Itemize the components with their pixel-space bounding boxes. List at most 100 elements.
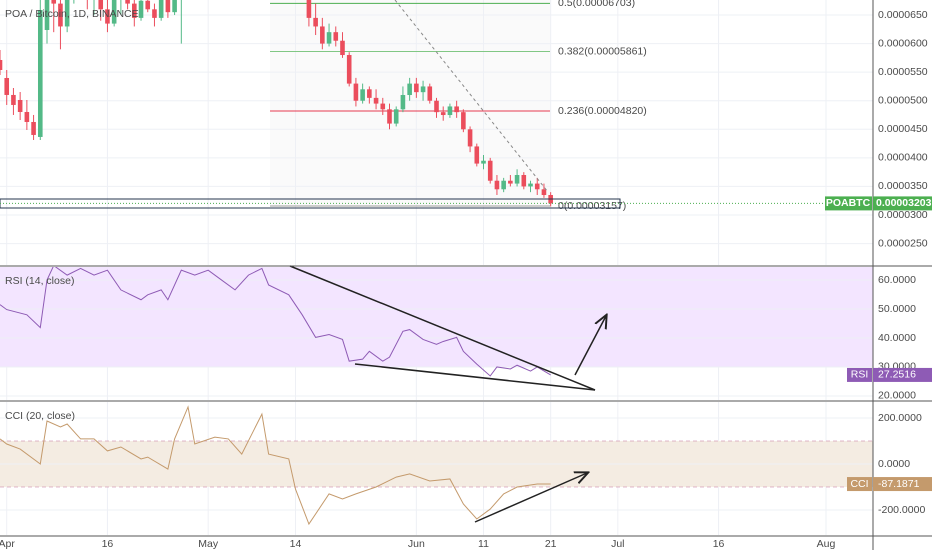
candle-body xyxy=(31,121,36,135)
candle-body xyxy=(373,97,379,104)
rsi-trend-line xyxy=(289,265,596,391)
candle-body xyxy=(494,180,500,190)
candle-body xyxy=(434,100,439,113)
symbol-label: POABTC xyxy=(826,197,871,209)
pane xyxy=(0,405,873,526)
candle-body xyxy=(158,0,164,18)
band xyxy=(0,267,873,367)
candle-body xyxy=(313,17,318,27)
indicator-name-box xyxy=(847,477,872,492)
candle-body xyxy=(514,175,520,184)
indicator-line xyxy=(0,267,551,377)
pane-title: POA / Bitcoin, 1D, BINANCE xyxy=(5,8,139,20)
candle-body xyxy=(407,83,412,96)
candle-body xyxy=(521,175,527,187)
x-tick-label: Jul xyxy=(611,538,624,550)
candle-body xyxy=(320,26,325,44)
x-tick-label: Aug xyxy=(817,538,836,550)
y-tick-label: 0.0000350 xyxy=(878,180,928,192)
candle-body xyxy=(380,103,386,110)
x-tick-label: Apr xyxy=(0,538,15,550)
indicator-name: RSI xyxy=(851,369,869,381)
candle-body xyxy=(387,109,392,124)
rsi-trend-line xyxy=(354,363,596,391)
y-tick-label: 0.0000500 xyxy=(878,95,928,107)
candle-body xyxy=(105,9,110,24)
y-tick-label: 0.0000250 xyxy=(878,237,928,249)
x-tick-label: 16 xyxy=(713,538,725,550)
x-tick-label: 11 xyxy=(478,538,489,550)
pane xyxy=(0,267,873,397)
candle-body xyxy=(461,112,466,130)
candle-body xyxy=(64,0,70,27)
candle-body xyxy=(125,0,130,4)
candle-body xyxy=(145,0,151,10)
candle-body xyxy=(11,94,16,105)
drawings xyxy=(0,0,621,523)
y-tick-label: 0.0000300 xyxy=(878,209,928,221)
candle-body xyxy=(152,9,157,18)
support-box xyxy=(0,198,621,209)
price-box xyxy=(873,196,932,211)
fib-label: 0.236(0.00004820) xyxy=(558,105,647,117)
candle-body xyxy=(58,3,63,27)
candle-body xyxy=(420,86,426,93)
y-tick-label: -200.0000 xyxy=(878,504,925,516)
candle-body xyxy=(138,0,144,18)
pane: 0.5(0.00006703) 0.382(0.00005861) 0.236(0.… xyxy=(0,0,873,245)
candle-body xyxy=(346,55,352,84)
y-tick-label: 0.0000450 xyxy=(878,123,928,135)
candle-body xyxy=(340,40,345,56)
candle-body xyxy=(172,0,177,13)
candle-body xyxy=(487,160,493,181)
candle-body xyxy=(165,0,171,13)
candle-body xyxy=(132,3,137,18)
y-tick-label: 50.0000 xyxy=(878,303,916,315)
y-tick-label: 20.0000 xyxy=(878,390,916,402)
rsi-arrow xyxy=(574,316,606,376)
candle-body xyxy=(51,0,57,4)
x-tick-label: May xyxy=(198,538,219,550)
indicator-value: -87.1871 xyxy=(878,478,920,490)
candle-body xyxy=(528,183,533,187)
indicator-value-box xyxy=(873,477,932,492)
pane-title: CCI (20, close) xyxy=(5,410,75,422)
x-tick-label: 14 xyxy=(290,538,302,550)
candle-body xyxy=(508,180,513,184)
candle-body xyxy=(44,0,50,30)
candle-body xyxy=(393,109,399,124)
y-tick-label: 40.0000 xyxy=(878,332,916,344)
candle-body xyxy=(440,112,446,116)
x-tick-label: Jun xyxy=(408,538,425,550)
candle-body xyxy=(474,146,480,164)
indicator-value: 27.2516 xyxy=(878,369,916,381)
candle-body xyxy=(427,86,433,101)
candle-body xyxy=(0,59,3,70)
candle-body xyxy=(467,129,473,147)
x-tick-label: 16 xyxy=(102,538,114,550)
candle-body xyxy=(306,0,312,18)
candle-body xyxy=(17,99,23,112)
candle-body xyxy=(501,180,506,190)
candle-body xyxy=(481,160,486,164)
candle-body xyxy=(454,106,459,113)
y-tick-label: 0.0000550 xyxy=(878,66,928,78)
price-label: 0.00003203 xyxy=(876,197,932,209)
indicator-name: CCI xyxy=(850,478,868,490)
y-tick-label: 0.0000600 xyxy=(878,37,928,49)
candle-body xyxy=(400,95,406,110)
pane-title: RSI (14, close) xyxy=(5,275,74,287)
candle-body xyxy=(37,9,43,137)
x-tick-label: 21 xyxy=(545,538,557,550)
candle-body xyxy=(333,32,339,41)
candle-body xyxy=(367,89,372,98)
candle-body xyxy=(541,189,547,196)
fib-area xyxy=(270,0,550,207)
y-tick-label: 0.0000650 xyxy=(878,9,928,21)
y-tick-label: 60.0000 xyxy=(878,274,916,286)
indicator-name-box xyxy=(847,367,872,382)
candle-body xyxy=(360,89,365,101)
indicator-value-box xyxy=(873,367,932,382)
candle-body xyxy=(24,111,30,122)
